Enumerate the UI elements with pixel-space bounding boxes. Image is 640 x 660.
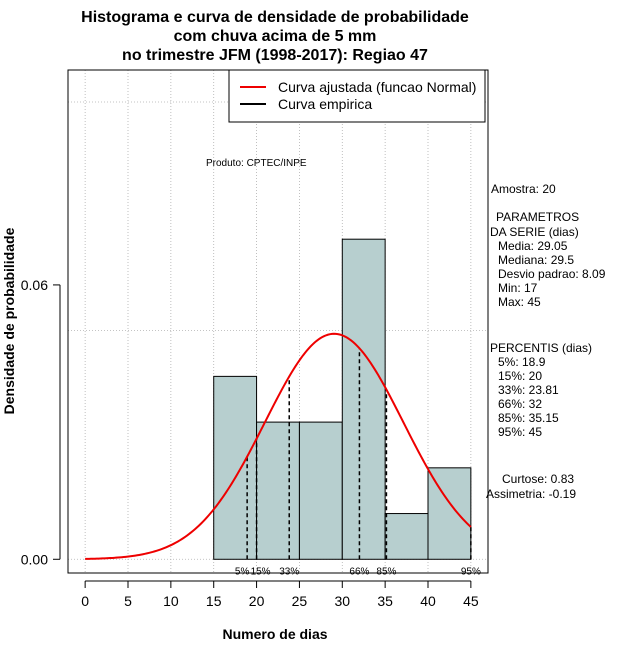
params-title-1: PARAMETROS <box>496 210 579 224</box>
percentile-label: 33% <box>279 566 299 577</box>
legend-label-empirical: Curva empirica <box>278 96 372 112</box>
histogram-bar <box>384 513 429 560</box>
param-max: Max: 45 <box>498 295 541 309</box>
x-tick-label: 15 <box>206 593 222 609</box>
chart-title-line-3: no trimestre JFM (1998-2017): Regiao 47 <box>122 47 428 64</box>
y-axis: 0.00 0.06 <box>21 277 61 567</box>
x-axis-label: Numero de dias <box>222 626 327 642</box>
percentile-label: 95% <box>461 566 481 577</box>
percentiles-title: PERCENTIS (dias) <box>490 341 592 355</box>
param-median: Mediana: 29.5 <box>498 253 574 267</box>
legend-label-fit: Curva ajustada (funcao Normal) <box>278 79 476 95</box>
x-tick-label: 40 <box>420 593 436 609</box>
skewness: Assimetria: -0.19 <box>486 487 576 501</box>
x-axis: 0 5 10 15 20 25 30 35 40 45 <box>81 580 479 609</box>
y-tick-label: 0.00 <box>21 551 48 567</box>
statistics-panel: Amostra: 20 PARAMETROS DA SERIE (dias) M… <box>486 182 606 501</box>
y-tick-label: 0.06 <box>21 277 48 293</box>
percentile-label: 15% <box>251 566 271 577</box>
chart-title-line-1: Histograma e curva de densidade de proba… <box>81 9 469 26</box>
x-tick-label: 35 <box>377 593 393 609</box>
histogram-bars <box>213 238 472 560</box>
percentile-33: 33%: 23.81 <box>498 383 559 397</box>
histogram-bar <box>298 421 343 560</box>
percentile-95: 95%: 45 <box>498 425 542 439</box>
percentile-label: 66% <box>349 566 369 577</box>
params-title-2: DA SERIE (dias) <box>490 225 579 239</box>
percentile-5: 5%: 18.9 <box>498 355 546 369</box>
legend: Curva ajustada (funcao Normal) Curva emp… <box>228 69 486 123</box>
histogram-bar <box>341 238 386 560</box>
param-mean: Media: 29.05 <box>498 239 568 253</box>
chart-title-line-2: com chuva acima de 5 mm <box>174 28 377 45</box>
x-tick-label: 45 <box>463 593 479 609</box>
y-axis-label: Densidade de probabilidade <box>1 227 17 414</box>
x-tick-label: 5 <box>124 593 132 609</box>
percentile-label: 85% <box>376 566 396 577</box>
x-tick-label: 20 <box>249 593 265 609</box>
histogram-bar <box>213 375 258 560</box>
sample-size: Amostra: 20 <box>491 182 556 196</box>
legend-box <box>228 69 486 123</box>
percentile-lines: 5% 15% 33% 66% 85% 95% <box>235 348 481 577</box>
percentile-15: 15%: 20 <box>498 369 542 383</box>
percentile-66: 66%: 32 <box>498 397 542 411</box>
normal-fit-line <box>85 332 472 560</box>
x-tick-label: 10 <box>163 593 179 609</box>
kurtosis: Curtose: 0.83 <box>502 472 574 486</box>
normal-fit-curve <box>85 332 472 560</box>
chart-title: Histograma e curva de densidade de proba… <box>81 9 469 64</box>
param-min: Min: 17 <box>498 281 538 295</box>
x-tick-label: 25 <box>292 593 308 609</box>
param-std: Desvio padrao: 8.09 <box>498 267 606 281</box>
x-tick-label: 30 <box>334 593 350 609</box>
product-note: Produto: CPTEC/INPE <box>206 158 307 169</box>
percentile-label: 5% <box>235 566 250 577</box>
percentile-85: 85%: 35.15 <box>498 411 559 425</box>
x-tick-label: 0 <box>81 593 89 609</box>
histogram-bar <box>256 421 300 560</box>
